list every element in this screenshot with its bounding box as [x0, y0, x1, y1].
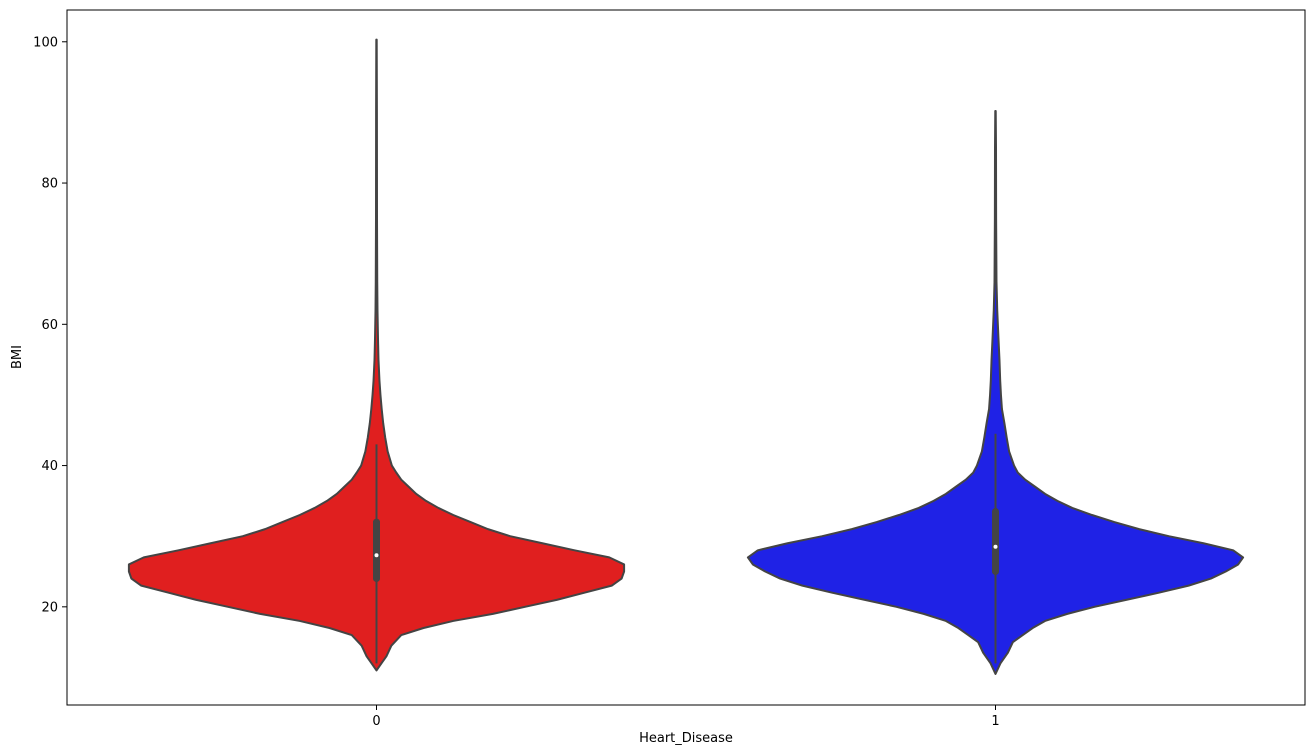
x-axis-label: Heart_Disease	[639, 731, 733, 746]
y-axis-label: BMI	[10, 345, 25, 369]
y-axis: 20 40 60 80 100	[33, 35, 67, 615]
y-tick-label: 20	[41, 600, 58, 615]
y-tick-label: 60	[41, 318, 58, 333]
violin-body-1	[746, 110, 1245, 675]
violins-group	[127, 38, 1245, 675]
plot-frame	[66, 9, 1306, 706]
x-tick-label: 0	[372, 714, 380, 729]
y-tick-label: 80	[41, 177, 58, 192]
violin-body-0	[127, 38, 626, 672]
y-tick-label: 100	[33, 35, 58, 50]
x-tick-label: 1	[991, 714, 999, 729]
violin-median-1	[993, 544, 998, 549]
y-tick-label: 40	[41, 459, 58, 474]
violin-median-0	[374, 553, 379, 558]
